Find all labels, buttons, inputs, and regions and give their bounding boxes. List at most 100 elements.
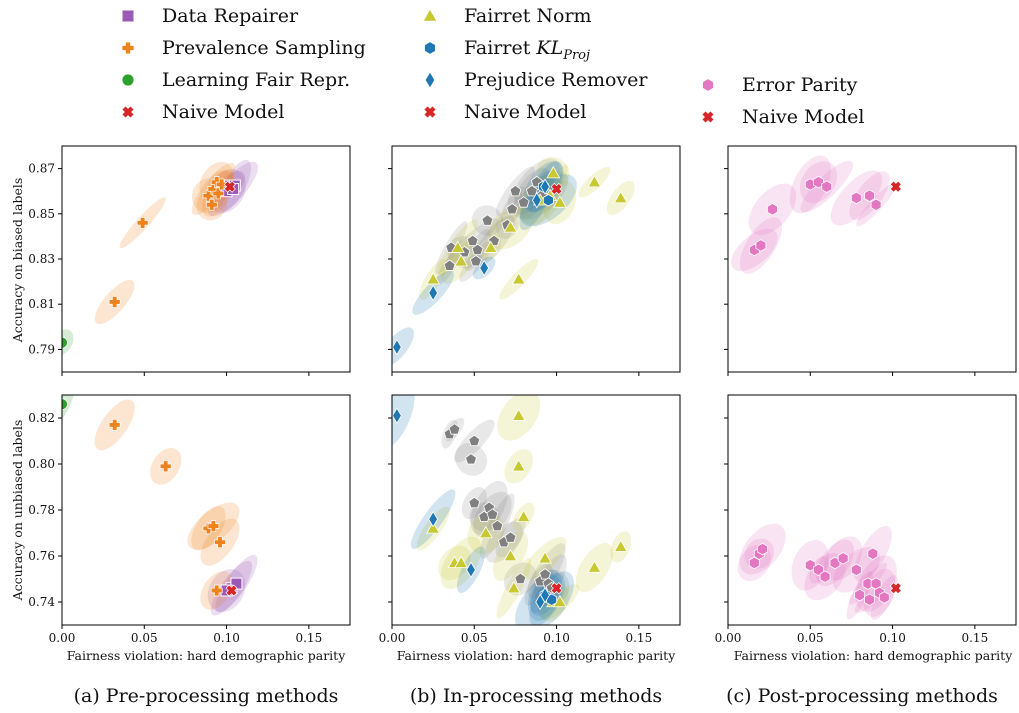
naive-model-point [889, 180, 902, 193]
fairret-norm-point [503, 220, 518, 233]
xlabel-pre: Fairness violation: hard demographic par… [67, 648, 346, 663]
error-parity-point [813, 563, 824, 577]
error-parity-point [755, 239, 767, 252]
gray-point [509, 184, 522, 197]
prejudice-remover-point [531, 192, 542, 209]
y-tick-label: 0.78 [28, 503, 55, 517]
x-tick-label: 0.00 [379, 631, 406, 645]
fairret-norm-point [454, 254, 469, 267]
gray-point [514, 572, 527, 585]
gray-point [491, 519, 504, 532]
learning-fair-repr-point [62, 398, 68, 411]
plot-area [62, 395, 258, 616]
naive-model-point [223, 180, 236, 193]
prejudice-remover-point [392, 407, 402, 424]
legend-label: Prevalence Sampling [162, 37, 366, 59]
y-tick-label: 0.87 [28, 162, 55, 176]
gray-point [525, 184, 538, 197]
plot-area [737, 523, 902, 620]
fairret-norm-point [503, 548, 518, 562]
naive-model-point [550, 182, 563, 195]
prevalence-sampling-point [136, 216, 149, 229]
legend-marker-diamond [424, 71, 436, 89]
panel-post-processing-unbiased: 0.00 0.05 0.10 0.15 [715, 394, 1017, 645]
fairret-norm-point [546, 165, 561, 179]
error-parity-point [804, 558, 816, 572]
gray-point [506, 203, 519, 215]
gray-point [466, 234, 479, 246]
prevalence-sampling-point [159, 460, 172, 473]
gray-point [504, 531, 517, 543]
x-tick-label: 0.15 [295, 631, 322, 645]
fairret-norm-point [587, 560, 602, 573]
gray-point [481, 214, 494, 226]
prevalence-sampling-point [205, 198, 218, 211]
legend-label: Naive Model [464, 101, 586, 123]
plot-area [731, 155, 902, 274]
naive-model-point [889, 582, 902, 595]
fairret-norm-point [426, 272, 441, 285]
legend-marker-hexagon [424, 41, 436, 55]
error-parity-point [748, 556, 760, 570]
error-parity-point [850, 563, 862, 577]
fairret-norm-point [587, 175, 602, 188]
prejudice-remover-point [428, 510, 439, 528]
legend-marker-square [121, 9, 135, 23]
learning-fair-repr-point [62, 336, 68, 349]
x-tick-label: 0.15 [961, 631, 988, 645]
legend-marker-plus [121, 41, 135, 55]
plot-area [392, 395, 632, 625]
fairret-norm-point [426, 521, 441, 534]
fairret-kl-point [542, 194, 554, 207]
prejudice-remover-point [466, 561, 476, 579]
error-parity-point [813, 175, 824, 189]
fairret-norm-point [511, 272, 526, 285]
fairret-norm-point [538, 551, 553, 564]
x-tick-label: 0.15 [625, 631, 652, 645]
gray-point [539, 568, 552, 580]
caption-in-processing: (b) In-processing methods [410, 685, 662, 707]
error-parity-point [837, 552, 849, 565]
x-tick-label: 0.00 [49, 631, 76, 645]
legend-marker-x [701, 110, 715, 124]
prejudice-remover-point [428, 284, 439, 302]
xlabel-post: Fairness violation: hard demographic par… [734, 648, 1013, 663]
prejudice-remover-point [540, 178, 550, 195]
error-parity-point [821, 180, 833, 193]
y-tick-label: 0.82 [28, 411, 55, 425]
legend-pre-processing: Data Repairer Prevalence Sampling Learning… [121, 5, 366, 123]
error-parity-point [878, 591, 890, 604]
fairret-norm-point [450, 240, 465, 253]
y-tick-label: 0.79 [28, 342, 55, 356]
legend-label: Data Repairer [162, 5, 299, 27]
prevalence-sampling-point [108, 419, 121, 431]
y-tick-label: 0.83 [28, 252, 55, 266]
gray-point [465, 453, 477, 465]
prejudice-remover-point [540, 586, 550, 604]
prevalence-sampling-point [108, 296, 121, 308]
legend-label: Fairret Norm [464, 5, 592, 27]
fairret-norm-point [613, 190, 628, 204]
panel-post-processing-biased [724, 145, 1017, 376]
plot-area [392, 156, 635, 367]
legend-post-processing: Error Parity Naive Model [701, 74, 864, 128]
gray-point [468, 496, 481, 509]
panel-in-processing-biased [388, 145, 681, 376]
x-tick-label: 0.10 [213, 631, 240, 645]
prejudice-remover-point [479, 259, 490, 277]
x-tick-label: 0.10 [879, 631, 906, 645]
plot-area [62, 159, 258, 356]
legend-label: Prejudice Remover [464, 69, 648, 91]
fairret-norm-point [506, 581, 521, 594]
fairret-norm-point [613, 539, 628, 552]
legend-label: Naive Model [162, 101, 284, 123]
caption-pre-processing: (a) Pre-processing methods [74, 685, 339, 707]
naive-model-point [550, 582, 563, 595]
error-parity-point [819, 570, 831, 583]
fairret-norm-point [478, 525, 493, 539]
x-tick-label: 0.05 [461, 631, 488, 645]
gray-point [471, 243, 484, 256]
x-tick-label: 0.05 [797, 631, 824, 645]
fairret-norm-point [552, 195, 567, 208]
